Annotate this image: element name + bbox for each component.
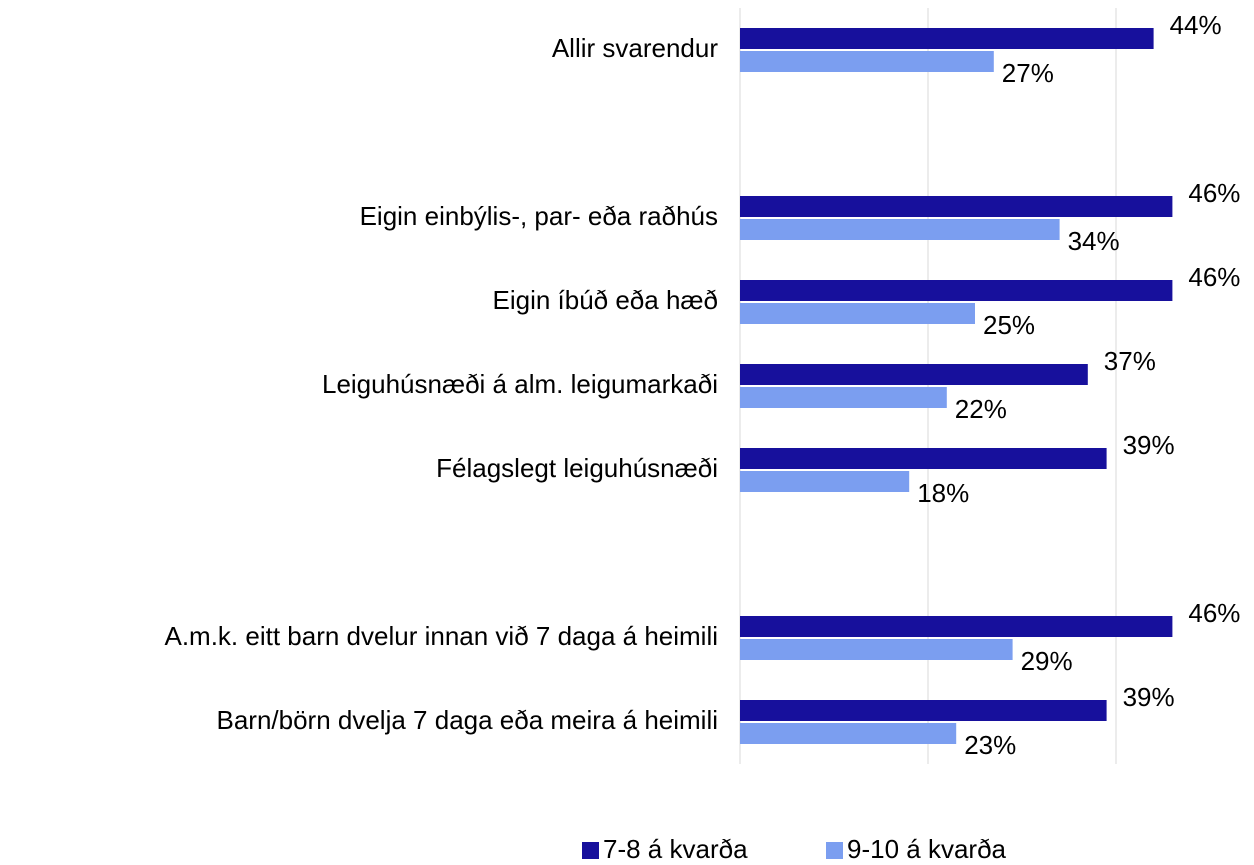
category-label: Barn/börn dvelja 7 daga eða meira á heim… <box>216 705 718 735</box>
category-label: Eigin íbúð eða hæð <box>492 285 718 315</box>
bar <box>740 280 1173 301</box>
bar <box>740 471 910 492</box>
bar <box>740 387 947 408</box>
legend-swatch <box>826 842 843 859</box>
legend-label: 9-10 á kvarða <box>847 834 1007 864</box>
bar <box>740 448 1107 469</box>
bar <box>740 700 1107 721</box>
value-label: 22% <box>955 394 1007 424</box>
bar <box>740 219 1060 240</box>
value-label: 27% <box>1002 58 1054 88</box>
value-label: 23% <box>964 730 1016 760</box>
bar <box>740 303 975 324</box>
value-label: 34% <box>1068 226 1120 256</box>
value-label: 29% <box>1021 646 1073 676</box>
bar <box>740 28 1154 49</box>
legend-swatch <box>582 842 599 859</box>
category-label: Allir svarendur <box>552 33 719 63</box>
value-label: 39% <box>1123 430 1175 460</box>
category-label: A.m.k. eitt barn dvelur innan við 7 daga… <box>164 621 718 651</box>
value-label: 37% <box>1104 346 1156 376</box>
bar <box>740 364 1088 385</box>
category-label: Eigin einbýlis-, par- eða raðhús <box>360 201 718 231</box>
value-label: 46% <box>1188 598 1240 628</box>
category-label: Leiguhúsnæði á alm. leigumarkaði <box>322 369 718 399</box>
bar <box>740 616 1173 637</box>
bar <box>740 51 994 72</box>
value-label: 39% <box>1123 682 1175 712</box>
legend-label: 7-8 á kvarða <box>603 834 748 864</box>
category-label: Félagslegt leiguhúsnæði <box>436 453 718 483</box>
value-label: 25% <box>983 310 1035 340</box>
value-label: 18% <box>917 478 969 508</box>
bar <box>740 639 1013 660</box>
value-label: 44% <box>1170 10 1222 40</box>
bar <box>740 723 957 744</box>
bar <box>740 196 1173 217</box>
value-label: 46% <box>1188 178 1240 208</box>
value-label: 46% <box>1188 262 1240 292</box>
